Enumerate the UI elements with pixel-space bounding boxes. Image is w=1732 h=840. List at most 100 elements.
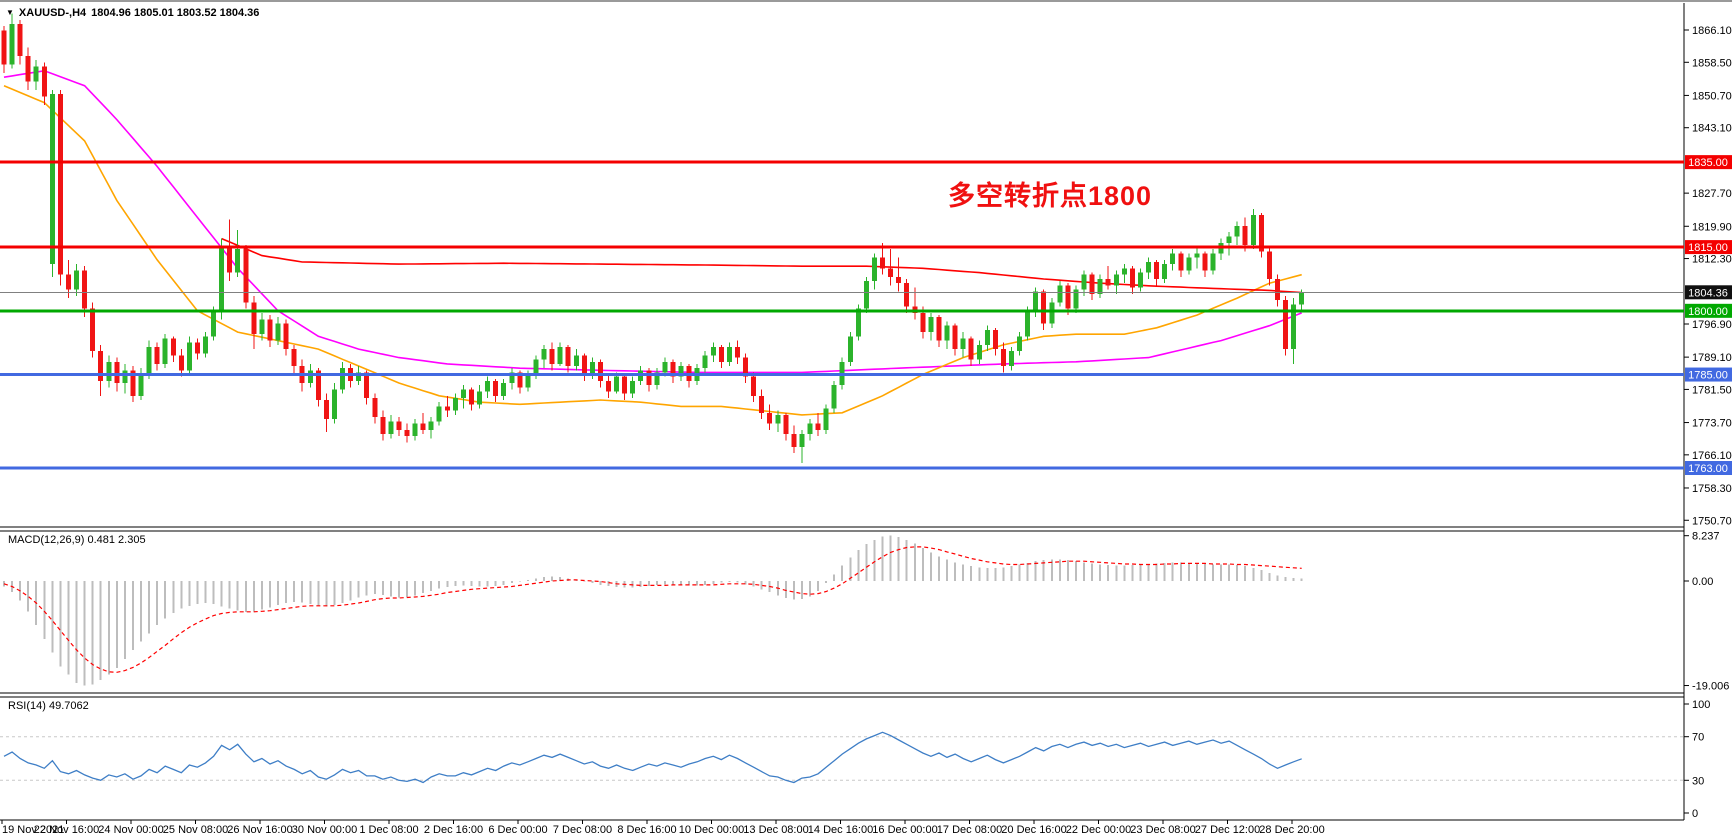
ma-magenta-line: [3, 69, 1302, 374]
macd-signal-line: [3, 546, 1302, 673]
candle: [1017, 336, 1023, 352]
candle: [880, 257, 886, 269]
candlesticks: [1, 13, 1305, 463]
candle: [98, 351, 104, 381]
svg-text:8.237: 8.237: [1692, 531, 1720, 543]
macd-indicator-label: MACD(12,26,9) 0.481 2.305: [8, 534, 146, 546]
candle: [65, 274, 71, 290]
candle: [267, 319, 273, 341]
window-top-edge: [0, 0, 1732, 2]
candle: [1146, 261, 1152, 273]
candle: [1097, 278, 1103, 294]
candle: [412, 423, 418, 437]
candle: [1234, 225, 1240, 237]
svg-text:2 Dec 16:00: 2 Dec 16:00: [424, 824, 483, 836]
price-axis[interactable]: 1866.10 1858.50 1850.70 1843.10 1827.70 1819.…: [1684, 25, 1732, 820]
candle: [791, 434, 797, 447]
candle: [896, 276, 902, 284]
candle: [662, 361, 668, 373]
svg-text:17 Dec 08:00: 17 Dec 08:00: [937, 824, 1002, 836]
candle: [114, 361, 120, 384]
candle: [74, 270, 80, 290]
candle: [751, 376, 757, 396]
candle: [823, 408, 829, 430]
chart-annotation: 多空转折点1800: [948, 181, 1153, 211]
svg-text:14 Dec 16:00: 14 Dec 16:00: [808, 824, 873, 836]
candle: [477, 391, 483, 405]
candle: [847, 336, 853, 362]
candle: [968, 338, 974, 360]
candle: [573, 355, 579, 367]
candle: [1186, 257, 1192, 271]
svg-text:30 Nov 00:00: 30 Nov 00:00: [292, 824, 357, 836]
candle: [783, 414, 789, 435]
candle: [194, 342, 200, 354]
svg-text:16 Dec 00:00: 16 Dec 00:00: [872, 824, 937, 836]
svg-text:1785.00: 1785.00: [1688, 370, 1728, 382]
candle: [1049, 302, 1055, 324]
svg-text:22 Nov 16:00: 22 Nov 16:00: [34, 824, 99, 836]
candle: [178, 355, 184, 371]
svg-text:10 Dec 00:00: 10 Dec 00:00: [679, 824, 744, 836]
candle: [9, 24, 15, 65]
candle: [952, 325, 958, 350]
candle: [734, 346, 740, 358]
candle: [154, 346, 160, 364]
candle: [49, 94, 55, 265]
svg-text:6 Dec 00:00: 6 Dec 00:00: [488, 824, 547, 836]
candle: [130, 370, 136, 396]
candle: [1009, 351, 1014, 367]
candle: [307, 370, 313, 384]
candle: [444, 406, 450, 411]
macd-panel[interactable]: [3, 535, 1303, 686]
candle: [960, 338, 966, 350]
svg-text:1766.10: 1766.10: [1692, 450, 1732, 462]
candle: [291, 349, 297, 367]
candle: [1033, 291, 1039, 311]
candle: [186, 342, 192, 371]
rsi-panel[interactable]: [0, 731, 1684, 784]
candle: [767, 412, 773, 424]
svg-text:1850.70: 1850.70: [1692, 90, 1732, 102]
candle: [565, 346, 571, 367]
candle: [1194, 253, 1200, 258]
candle: [203, 336, 208, 354]
candle: [606, 380, 611, 392]
candle: [501, 383, 507, 396]
candle: [420, 423, 426, 430]
candle: [122, 370, 128, 384]
candle: [1250, 215, 1256, 245]
candle: [404, 429, 410, 437]
svg-text:1835.00: 1835.00: [1688, 157, 1728, 169]
candle: [1, 30, 7, 65]
candle: [743, 357, 749, 377]
candle: [283, 323, 289, 350]
candle: [992, 329, 998, 350]
ma-red-line: [221, 237, 1302, 294]
symbol-dropdown-icon[interactable]: ▼: [6, 8, 14, 17]
candle: [726, 346, 732, 362]
candle: [759, 395, 765, 413]
svg-text:70: 70: [1692, 732, 1704, 744]
svg-text:30: 30: [1692, 775, 1704, 787]
svg-text:0.00: 0.00: [1692, 576, 1713, 588]
candle: [25, 55, 31, 82]
candle: [1266, 251, 1272, 279]
candle: [1210, 253, 1216, 271]
candle: [1121, 268, 1127, 275]
candle: [904, 283, 910, 307]
candle: [1154, 261, 1160, 279]
candle: [1065, 285, 1071, 309]
svg-text:25 Nov 08:00: 25 Nov 08:00: [163, 824, 228, 836]
panel-borders: [0, 3, 1685, 821]
candle: [718, 346, 724, 362]
price-badge-1815.00: [1685, 240, 1732, 255]
price-badge-1763.00: [1685, 461, 1732, 476]
candle: [654, 372, 660, 386]
candle: [863, 281, 869, 309]
candle: [396, 421, 402, 430]
candle: [541, 349, 547, 360]
